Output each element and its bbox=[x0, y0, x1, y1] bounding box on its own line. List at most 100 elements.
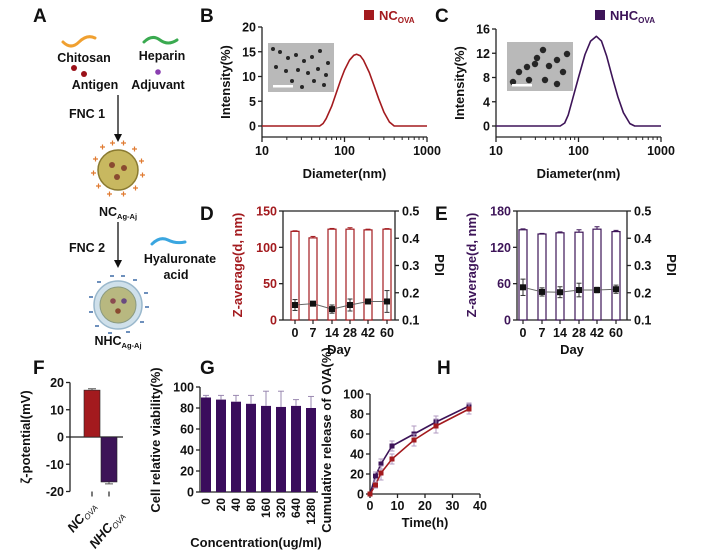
release-point bbox=[373, 473, 378, 479]
tick-label: 12 bbox=[476, 47, 490, 61]
x-tick-label: 0 bbox=[199, 498, 213, 505]
panel-label: A bbox=[33, 6, 47, 27]
tick-label: 8 bbox=[483, 71, 490, 85]
tick-label: 100 bbox=[568, 144, 589, 158]
tick-label: 0.5 bbox=[634, 205, 651, 219]
release-point bbox=[389, 456, 395, 462]
tick-label: 0 bbox=[292, 326, 299, 340]
tick-label: 50 bbox=[263, 277, 277, 291]
pdi-point bbox=[576, 287, 582, 294]
tick-label: 10 bbox=[255, 144, 269, 158]
x-axis-label: Day bbox=[327, 342, 352, 357]
x-tick-label: 40 bbox=[229, 498, 243, 512]
hyaluronate-strand-icon bbox=[150, 237, 187, 246]
tick-label: 20 bbox=[180, 465, 194, 479]
legend-swatch bbox=[364, 10, 374, 20]
nc-particle-icon bbox=[91, 140, 145, 197]
x-tick-label: 160 bbox=[259, 498, 273, 518]
z-average-bar bbox=[611, 230, 621, 321]
z-average-bar bbox=[574, 231, 584, 321]
tick-label: 100 bbox=[334, 144, 355, 158]
tick-label: 5 bbox=[249, 95, 256, 109]
y-axis-label: Z-average(d, nm) bbox=[464, 213, 479, 318]
release-point bbox=[411, 437, 417, 443]
tick-label: 0 bbox=[187, 486, 194, 500]
acid-label: acid bbox=[163, 268, 188, 282]
pdi-point bbox=[594, 287, 600, 294]
x-axis-label: Day bbox=[560, 342, 585, 357]
pdi-point bbox=[365, 298, 371, 305]
x-axis-label: Time(h) bbox=[402, 515, 449, 530]
tick-label: 60 bbox=[380, 326, 394, 340]
heparin-strand-icon bbox=[142, 35, 179, 45]
tick-label: 40 bbox=[350, 448, 364, 462]
release-point bbox=[466, 406, 472, 412]
tick-label: 10 bbox=[391, 499, 405, 513]
viability-bar bbox=[306, 408, 316, 492]
nhc-ag-aj-label: NHCAg-Aj bbox=[94, 334, 141, 350]
scale-bar bbox=[273, 85, 293, 88]
arrow-head-icon bbox=[114, 260, 122, 268]
antigen-dot-icon bbox=[71, 65, 77, 71]
release-point bbox=[378, 461, 384, 467]
x-axis-label: Diameter(nm) bbox=[537, 166, 621, 181]
scale-bar bbox=[512, 84, 532, 87]
tick-label: 60 bbox=[497, 277, 511, 291]
pdi-point bbox=[329, 306, 335, 313]
adjuvant-label: Adjuvant bbox=[131, 78, 185, 92]
z-average-bar bbox=[555, 232, 565, 321]
tick-label: 0 bbox=[520, 326, 527, 340]
tick-label: 14 bbox=[553, 326, 567, 340]
panel-label: F bbox=[33, 358, 45, 379]
tick-label: 0 bbox=[357, 488, 364, 502]
viability-bar bbox=[201, 397, 211, 492]
step-fnc2-label: FNC 2 bbox=[69, 241, 105, 255]
tick-label: 60 bbox=[350, 428, 364, 442]
legend-swatch bbox=[595, 10, 605, 20]
x-tick-label: 1280 bbox=[304, 498, 318, 525]
size-distribution-line bbox=[262, 53, 427, 127]
tick-label: 20 bbox=[418, 499, 432, 513]
tem-inset-image bbox=[268, 43, 334, 92]
tick-label: 40 bbox=[180, 444, 194, 458]
tick-label: 60 bbox=[609, 326, 623, 340]
tick-label: 28 bbox=[572, 326, 586, 340]
hyaluronate-label: Hyaluronate bbox=[144, 252, 216, 266]
tick-label: 0 bbox=[270, 314, 277, 328]
tick-label: 1000 bbox=[413, 144, 441, 158]
tick-label: 28 bbox=[343, 326, 357, 340]
tick-label: 20 bbox=[350, 468, 364, 482]
viability-bar bbox=[276, 406, 286, 492]
x-axis-label: Concentration(ug/ml) bbox=[190, 535, 321, 550]
tick-label: 80 bbox=[350, 408, 364, 422]
panel-a-schematic: Chitosan Heparin Antigen Adjuvant FNC 1 … bbox=[57, 35, 216, 350]
y2-axis-label: PDI bbox=[664, 254, 679, 276]
tick-label: -10 bbox=[46, 458, 64, 472]
zeta-bar bbox=[83, 389, 101, 438]
tick-label: 0 bbox=[57, 431, 64, 445]
tick-label: 0.2 bbox=[402, 286, 419, 300]
x-tick-label: 640 bbox=[289, 498, 303, 518]
tick-label: 180 bbox=[490, 205, 511, 219]
tick-label: 0 bbox=[367, 499, 374, 513]
tick-label: 0.1 bbox=[634, 314, 651, 328]
panel-label: G bbox=[200, 358, 215, 379]
antigen-label: Antigen bbox=[72, 78, 119, 92]
z-average-bar bbox=[363, 229, 373, 321]
z-average-bar bbox=[518, 229, 528, 321]
size-distribution-line bbox=[496, 35, 661, 127]
pdi-point bbox=[557, 289, 563, 296]
tick-label: 0.3 bbox=[634, 259, 651, 273]
x-axis-label: Diameter(nm) bbox=[303, 166, 387, 181]
viability-bar bbox=[231, 401, 241, 492]
tick-label: 7 bbox=[539, 326, 546, 340]
tick-label: 100 bbox=[256, 241, 277, 255]
tick-label: 80 bbox=[180, 402, 194, 416]
tick-label: 0.3 bbox=[402, 259, 419, 273]
viability-bar bbox=[261, 405, 271, 492]
pdi-point bbox=[292, 302, 298, 309]
tick-label: 7 bbox=[310, 326, 317, 340]
panel-label: B bbox=[200, 6, 214, 27]
legend-label: NHCOVA bbox=[610, 8, 655, 25]
adjuvant-dot-icon bbox=[155, 69, 161, 75]
